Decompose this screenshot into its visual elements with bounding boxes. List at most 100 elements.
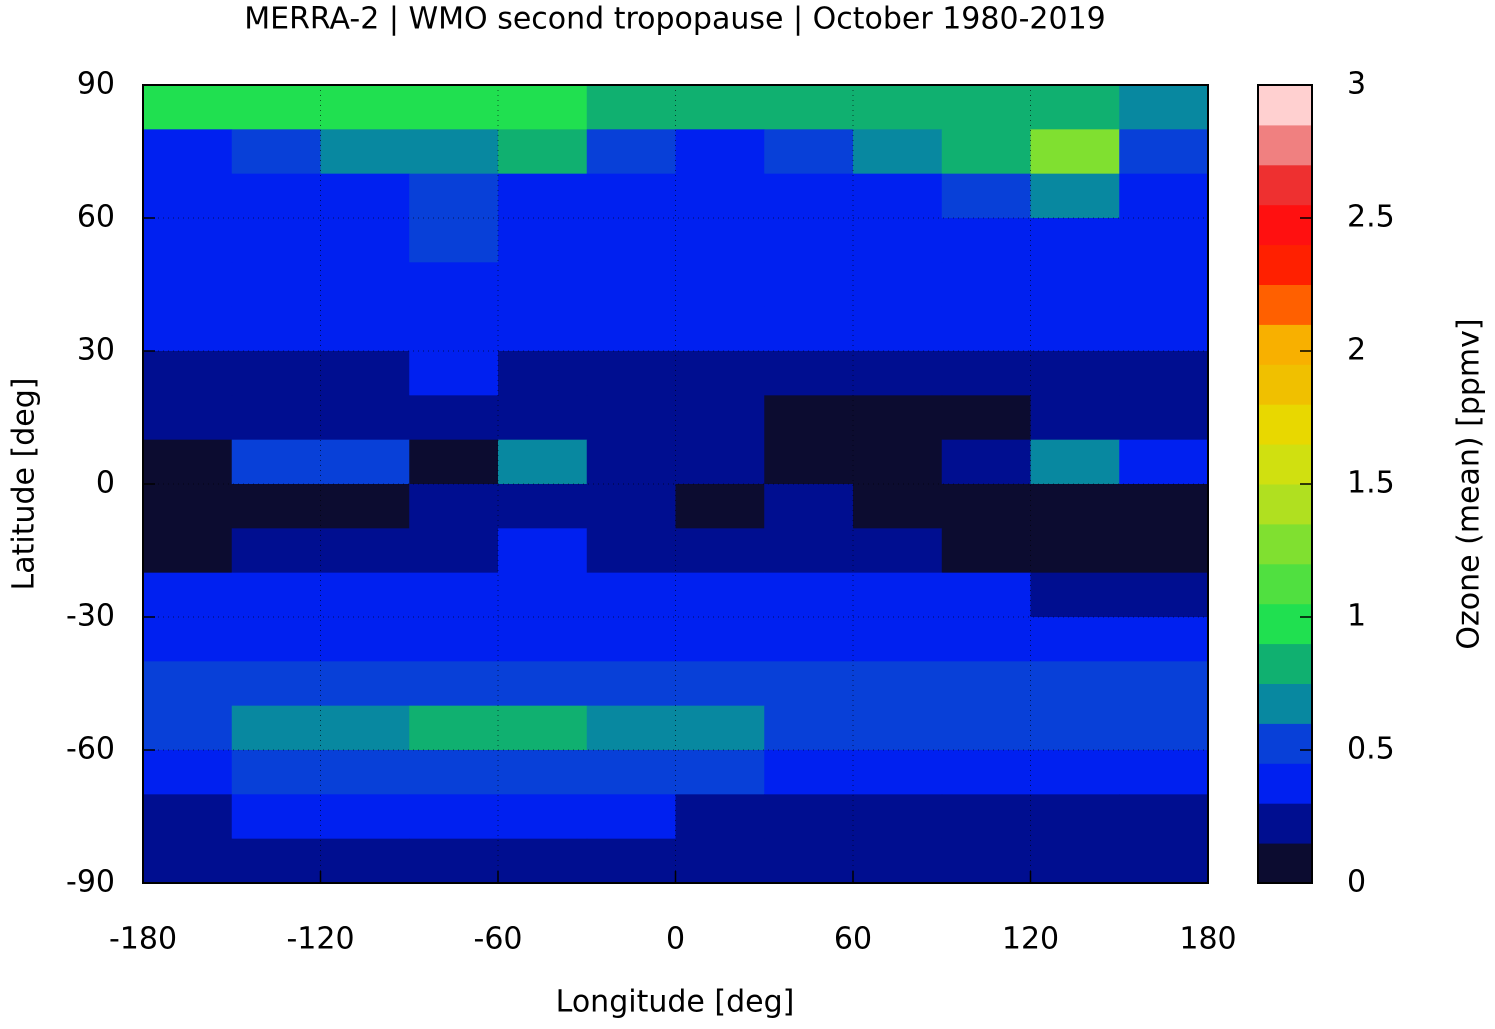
heatmap-cell xyxy=(853,838,943,884)
heatmap-cell xyxy=(320,262,410,308)
heatmap-cell xyxy=(231,85,321,130)
heatmap-cell xyxy=(498,129,588,175)
x-tick-label: -180 xyxy=(109,922,177,957)
heatmap-cell xyxy=(675,617,765,662)
heatmap-cell xyxy=(853,572,943,618)
heatmap-cell xyxy=(143,528,233,574)
heatmap-cell xyxy=(1030,705,1120,751)
heatmap-cell xyxy=(1030,173,1120,219)
heatmap-cell xyxy=(853,617,943,662)
heatmap-cell xyxy=(941,85,1031,130)
heatmap-cell xyxy=(320,306,410,352)
heatmap-cell xyxy=(941,484,1031,529)
colorbar-segment xyxy=(1258,364,1312,405)
colorbar-segment xyxy=(1258,763,1312,804)
heatmap-cell xyxy=(1119,661,1209,707)
heatmap-cell xyxy=(586,617,676,662)
heatmap-cell xyxy=(1119,306,1209,352)
heatmap-cell xyxy=(498,262,588,308)
heatmap-cell xyxy=(320,661,410,707)
y-tick-label: 60 xyxy=(77,200,115,235)
heatmap-cell xyxy=(853,262,943,308)
heatmap-cell xyxy=(675,218,765,263)
x-tick-label: -60 xyxy=(474,922,523,957)
x-tick-label: 180 xyxy=(1179,922,1236,957)
heatmap-cell xyxy=(498,617,588,662)
heatmap-cell xyxy=(1030,351,1120,396)
heatmap-cell xyxy=(498,838,588,884)
heatmap-cell xyxy=(1030,617,1120,662)
heatmap-cell xyxy=(853,85,943,130)
heatmap-cell xyxy=(409,439,499,485)
heatmap-cell xyxy=(941,661,1031,707)
heatmap-cell xyxy=(586,129,676,175)
heatmap-cell xyxy=(764,794,854,840)
heatmap-cell xyxy=(320,173,410,219)
colorbar-segment xyxy=(1258,244,1312,285)
colorbar-segment xyxy=(1258,124,1312,166)
heatmap-cell xyxy=(498,484,588,529)
heatmap-cell xyxy=(143,661,233,707)
heatmap-cell xyxy=(143,705,233,751)
heatmap-cell xyxy=(941,794,1031,840)
heatmap-cell xyxy=(1119,794,1209,840)
heatmap-cell xyxy=(853,395,943,441)
heatmap-cell xyxy=(409,85,499,130)
x-tick-label: -120 xyxy=(286,922,354,957)
heatmap-cell xyxy=(143,838,233,884)
heatmap-cell xyxy=(1119,173,1209,219)
colorbar-tick-label: 2 xyxy=(1347,333,1366,368)
x-tick-label: 0 xyxy=(666,922,685,957)
heatmap-cell xyxy=(764,262,854,308)
heatmap-cell xyxy=(143,306,233,352)
heatmap-cell xyxy=(853,129,943,175)
heatmap-cell xyxy=(1119,484,1209,529)
heatmap-cell xyxy=(941,351,1031,396)
heatmap-cell xyxy=(764,528,854,574)
heatmap-cell xyxy=(320,439,410,485)
heatmap-cell xyxy=(498,439,588,485)
colorbar-segment xyxy=(1258,523,1312,565)
heatmap-cell xyxy=(1119,838,1209,884)
heatmap-cell xyxy=(586,705,676,751)
heatmap-cell xyxy=(764,484,854,529)
heatmap-cell xyxy=(231,262,321,308)
heatmap-cell xyxy=(409,528,499,574)
heatmap-cell xyxy=(941,838,1031,884)
y-tick-label: 30 xyxy=(77,333,115,368)
colorbar-segment xyxy=(1258,563,1312,605)
heatmap-cell xyxy=(941,306,1031,352)
heatmap-cell xyxy=(853,173,943,219)
colorbar-segment xyxy=(1258,284,1312,325)
heatmap-cell xyxy=(231,838,321,884)
heatmap-cell xyxy=(1030,395,1120,441)
heatmap-cell xyxy=(586,306,676,352)
heatmap-cell xyxy=(409,262,499,308)
heatmap-cell xyxy=(320,705,410,751)
heatmap-cell xyxy=(320,838,410,884)
heatmap-cell xyxy=(853,306,943,352)
heatmap-cell xyxy=(764,661,854,707)
heatmap-cell xyxy=(941,218,1031,263)
heatmap-cell xyxy=(143,129,233,175)
heatmap-cell xyxy=(675,661,765,707)
heatmap-cell xyxy=(941,262,1031,308)
heatmap-cell xyxy=(853,351,943,396)
heatmap-cell xyxy=(764,838,854,884)
heatmap-cell xyxy=(586,661,676,707)
heatmap-cell xyxy=(498,218,588,263)
heatmap-cell xyxy=(1030,439,1120,485)
heatmap-cell xyxy=(498,351,588,396)
heatmap-cell xyxy=(143,351,233,396)
heatmap-cell xyxy=(675,572,765,618)
y-tick-label: -60 xyxy=(66,732,115,767)
heatmap-cell xyxy=(675,262,765,308)
heatmap-cell xyxy=(498,306,588,352)
heatmap-cell xyxy=(320,395,410,441)
heatmap-cell xyxy=(231,351,321,396)
heatmap-cell xyxy=(1030,750,1120,795)
heatmap-cell xyxy=(675,351,765,396)
heatmap-cell xyxy=(586,218,676,263)
heatmap-cell xyxy=(409,705,499,751)
heatmap-cell xyxy=(853,218,943,263)
